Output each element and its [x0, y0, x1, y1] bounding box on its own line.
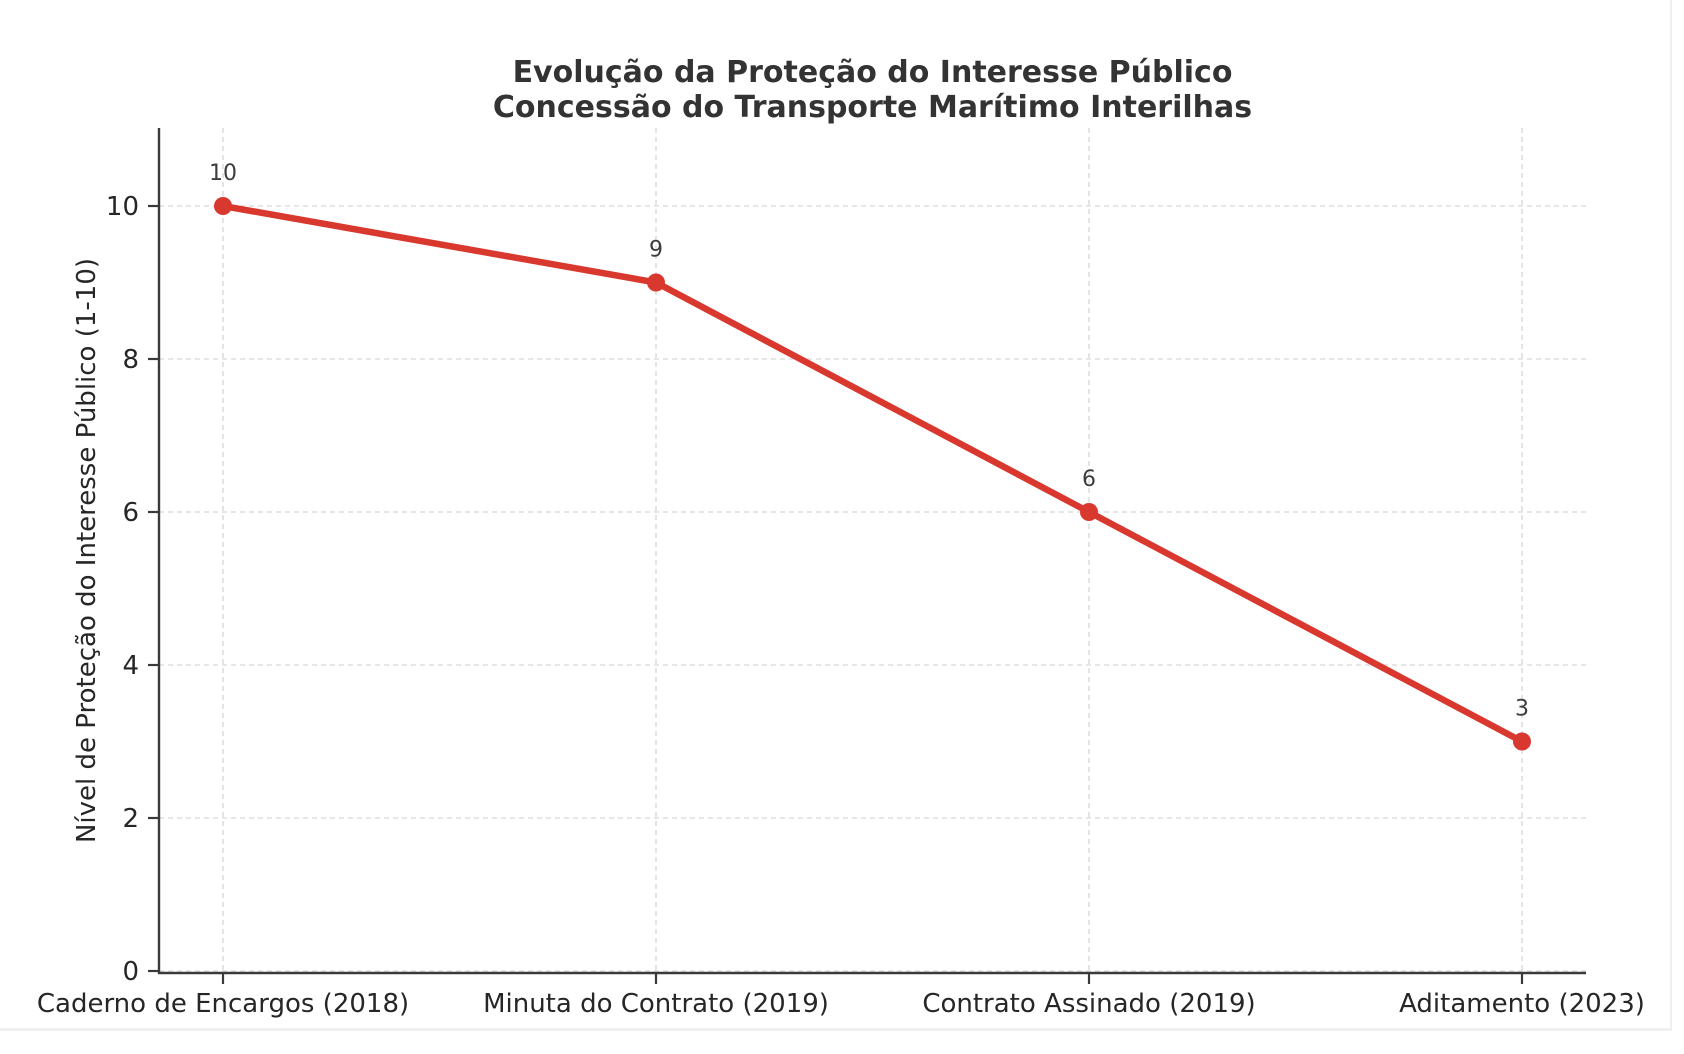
point-value-label: 6 [1082, 467, 1096, 492]
data-point-marker [1080, 503, 1098, 521]
chart-subtitle: Concessão do Transporte Marítimo Interil… [493, 90, 1252, 125]
data-point-marker [214, 197, 232, 215]
y-tick-label: 6 [122, 498, 139, 528]
data-line [219, 202, 1526, 745]
y-tick-label: 0 [122, 957, 139, 987]
x-tick-label: Aditamento (2023) [1399, 989, 1645, 1019]
data-point-marker [1513, 732, 1531, 751]
y-tick-label: 8 [122, 345, 139, 375]
x-tick-label: Contrato Assinado (2019) [922, 989, 1255, 1019]
y-axis-label: Nível de Proteção do Interesse Público (… [72, 258, 102, 843]
data-point-marker [647, 273, 665, 292]
y-tick-label: 4 [122, 651, 139, 681]
chart-title: Evolução da Proteção do Interesse Públic… [513, 55, 1233, 90]
point-value-label: 9 [649, 238, 663, 263]
x-tick-label: Minuta do Contrato (2019) [483, 989, 829, 1019]
point-value-label: 10 [209, 161, 237, 186]
y-tick-label: 2 [122, 804, 139, 834]
point-value-label: 3 [1515, 697, 1529, 722]
y-tick-label: 10 [106, 192, 139, 222]
x-tick-label: Caderno de Encargos (2018) [37, 989, 409, 1019]
